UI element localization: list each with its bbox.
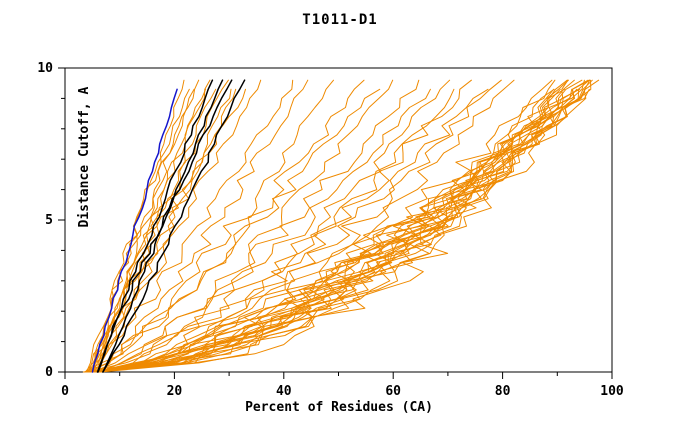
orange-model-curves [93, 79, 593, 373]
x-tick-label: 80 [495, 384, 511, 399]
y-tick-label: 0 [45, 365, 53, 380]
orange-model-curves [94, 88, 587, 373]
x-tick-label: 40 [276, 384, 292, 399]
chart-title: T1011-D1 [302, 12, 378, 28]
x-axis-label: Percent of Residues (CA) [245, 400, 433, 415]
orange-model-curves [86, 79, 200, 373]
orange-model-curves [84, 88, 561, 373]
orange-model-curves [92, 79, 185, 373]
orange-model-curves [90, 79, 556, 373]
orange-model-curves [95, 79, 585, 373]
orange-model-curves [97, 79, 211, 373]
orange-model-curves [99, 79, 553, 373]
orange-model-curves [86, 79, 294, 373]
orange-model-curves [98, 88, 195, 373]
orange-model-curves [98, 79, 394, 373]
black-model-curves [96, 79, 233, 373]
orange-model-curves [100, 79, 515, 373]
orange-model-curves [87, 79, 451, 373]
orange-model-curves [84, 88, 237, 373]
orange-model-curves [94, 79, 568, 373]
orange-model-curves [84, 88, 381, 373]
y-tick-label: 10 [37, 61, 53, 76]
orange-model-curves [89, 79, 334, 373]
orange-model-curves [89, 88, 489, 373]
orange-model-curves [93, 79, 502, 373]
orange-model-curves [99, 79, 309, 373]
orange-model-curves [90, 88, 246, 373]
orange-model-curves [98, 79, 569, 373]
black-model-curves [102, 79, 246, 373]
x-tick-label: 20 [167, 384, 183, 399]
orange-model-curves [99, 79, 583, 373]
orange-model-curves [87, 88, 555, 373]
orange-model-curves [99, 79, 472, 373]
orange-model-curves [96, 79, 600, 373]
blue-model-curve [91, 88, 178, 373]
orange-model-curves [92, 88, 232, 373]
y-tick-label: 5 [45, 213, 53, 228]
x-tick-label: 60 [385, 384, 401, 399]
x-tick-label: 100 [600, 384, 624, 399]
orange-model-curves [84, 79, 365, 373]
orange-model-curves [96, 88, 573, 373]
orange-model-curves [87, 88, 555, 373]
black-model-curves [97, 79, 214, 373]
plot-frame [64, 67, 613, 373]
orange-model-curves [88, 88, 455, 373]
orange-model-curves [100, 88, 431, 373]
x-tick-label: 0 [61, 384, 69, 399]
